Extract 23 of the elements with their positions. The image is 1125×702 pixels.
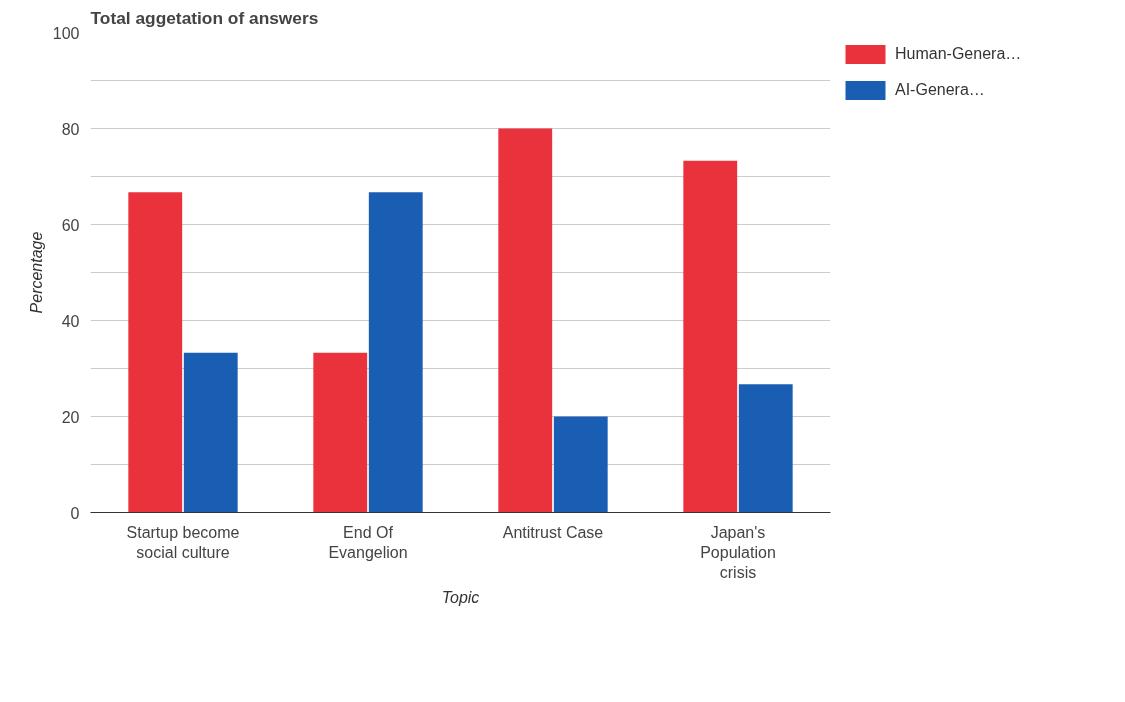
bar (128, 192, 183, 513)
bar (738, 384, 793, 513)
bar (553, 416, 608, 513)
y-tick-label: 80 (61, 120, 80, 138)
legend-label: Human-Genera… (895, 45, 1022, 63)
y-axis-title: Percentage (27, 231, 45, 314)
bar (368, 192, 423, 513)
chart-title: Total aggetation of answers (90, 7, 319, 28)
x-tick-label: Startup become social culture (126, 523, 240, 561)
bar (683, 160, 738, 513)
legend-label: AI-Genera… (895, 81, 985, 99)
bar (498, 128, 553, 513)
bar (313, 352, 368, 513)
y-tick-label: 40 (61, 312, 80, 330)
y-tick-label: 100 (52, 24, 80, 42)
x-tick-label: Antitrust Case (502, 523, 604, 541)
x-tick-label: End Of Evangelion (328, 523, 408, 561)
y-tick-label: 0 (70, 504, 80, 522)
x-tick-label: Japan's Population crisis (700, 523, 776, 582)
y-tick-label: 60 (61, 216, 80, 234)
y-tick-label: 20 (61, 408, 80, 426)
bar (183, 352, 238, 513)
x-axis-title: Topic (441, 589, 480, 607)
